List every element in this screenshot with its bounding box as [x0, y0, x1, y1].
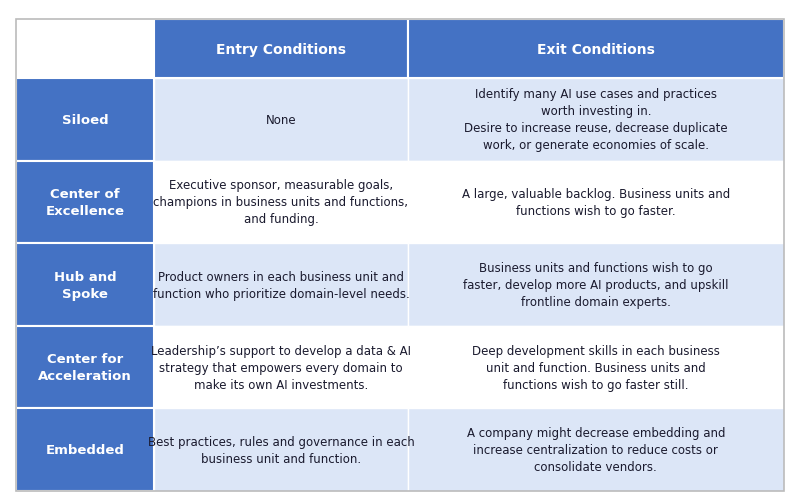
Text: Best practices, rules and governance in each
business unit and function.: Best practices, rules and governance in …: [147, 435, 414, 465]
Text: None: None: [266, 114, 296, 127]
Bar: [154, 79, 408, 161]
Text: Center for
Acceleration: Center for Acceleration: [38, 352, 132, 382]
Text: A company might decrease embedding and
increase centralization to reduce costs o: A company might decrease embedding and i…: [466, 426, 725, 473]
Bar: [408, 161, 784, 243]
Text: Product owners in each business unit and
function who prioritize domain-level ne: Product owners in each business unit and…: [153, 270, 410, 300]
Bar: [154, 326, 408, 409]
Bar: [154, 161, 408, 243]
Bar: [16, 326, 154, 409]
Text: Hub and
Spoke: Hub and Spoke: [54, 270, 117, 300]
Text: Embedded: Embedded: [46, 443, 125, 456]
Bar: [154, 244, 408, 326]
Text: Identify many AI use cases and practices
worth investing in.
Desire to increase : Identify many AI use cases and practices…: [464, 88, 728, 152]
Bar: [408, 244, 784, 326]
Bar: [16, 79, 154, 161]
Bar: [154, 409, 408, 491]
Text: Executive sponsor, measurable goals,
champions in business units and functions,
: Executive sponsor, measurable goals, cha…: [154, 179, 409, 226]
Text: A large, valuable backlog. Business units and
functions wish to go faster.: A large, valuable backlog. Business unit…: [462, 187, 730, 217]
Bar: [154, 20, 408, 79]
Bar: [16, 20, 154, 79]
Bar: [408, 326, 784, 409]
Text: Exit Conditions: Exit Conditions: [537, 43, 654, 57]
Bar: [16, 244, 154, 326]
Text: Deep development skills in each business
unit and function. Business units and
f: Deep development skills in each business…: [472, 344, 720, 391]
Bar: [16, 161, 154, 243]
Bar: [408, 79, 784, 161]
Bar: [16, 409, 154, 491]
Text: Entry Conditions: Entry Conditions: [216, 43, 346, 57]
Text: Leadership’s support to develop a data & AI
strategy that empowers every domain : Leadership’s support to develop a data &…: [151, 344, 411, 391]
Text: Business units and functions wish to go
faster, develop more AI products, and up: Business units and functions wish to go …: [463, 262, 729, 309]
Text: Siloed: Siloed: [62, 114, 109, 127]
Text: Center of
Excellence: Center of Excellence: [46, 187, 125, 217]
Bar: [408, 20, 784, 79]
Bar: [408, 409, 784, 491]
